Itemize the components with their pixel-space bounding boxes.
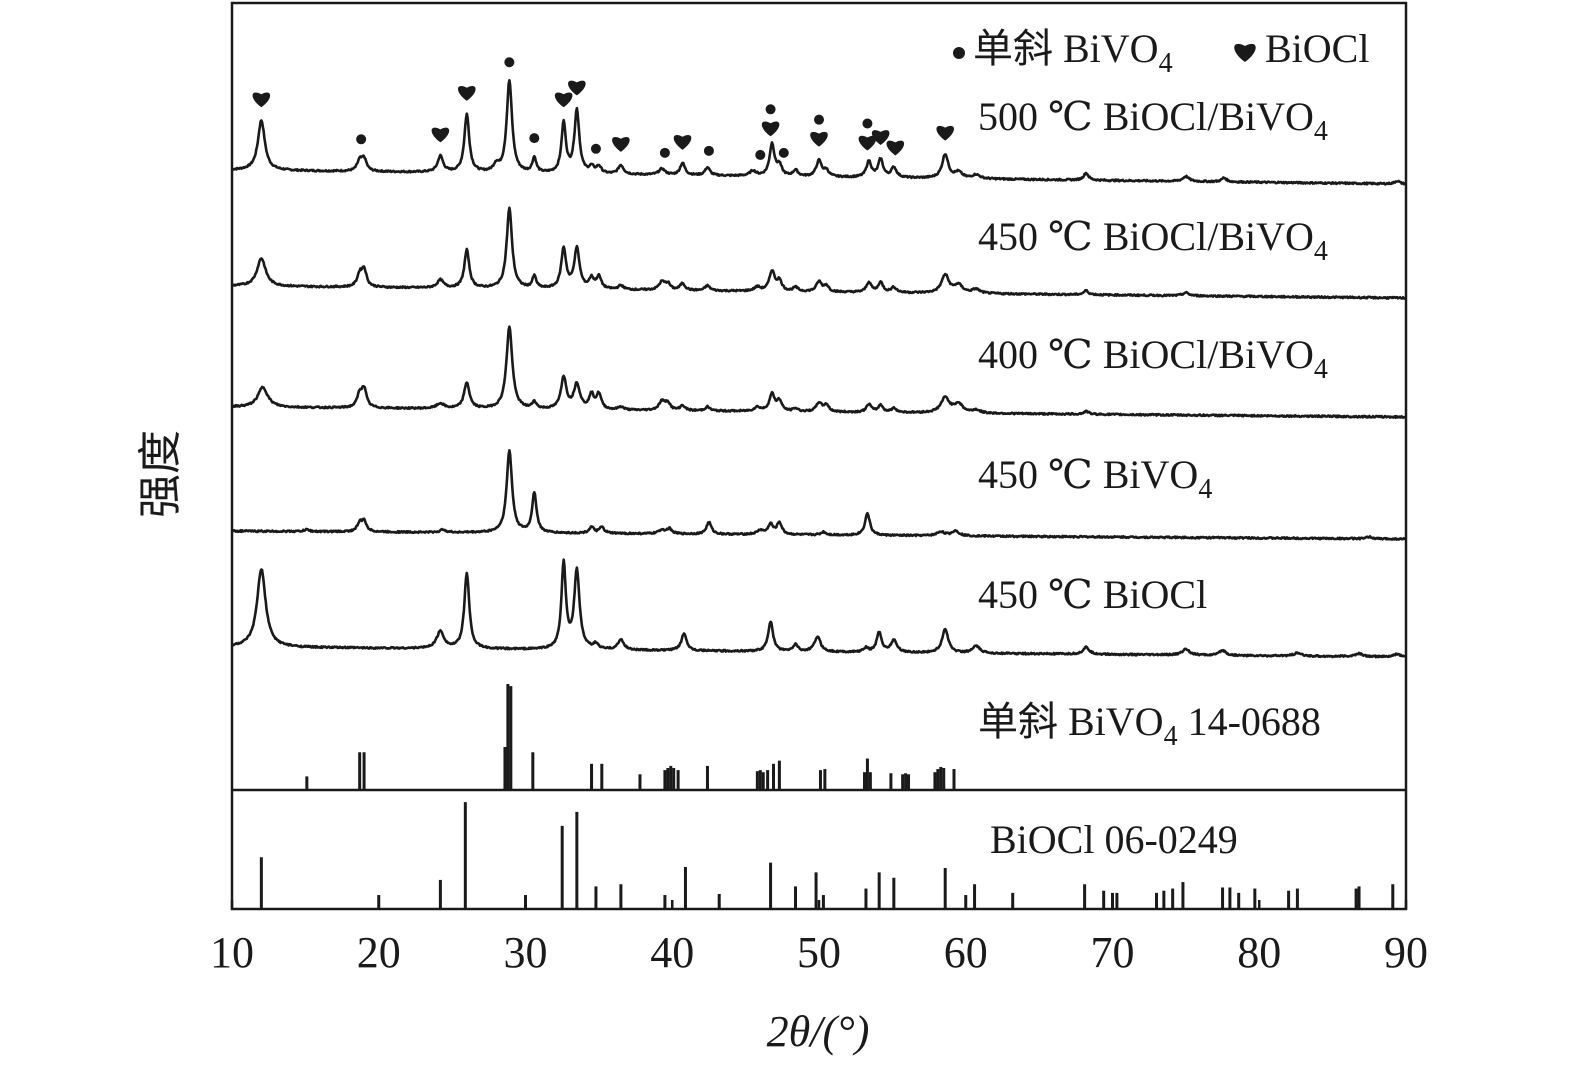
biocl-peak-marker bbox=[936, 125, 954, 141]
biocl-peak-marker bbox=[886, 140, 905, 156]
biocl-peak-marker bbox=[673, 135, 692, 150]
biocl-peak-marker bbox=[554, 92, 573, 108]
reference-label: BiOCl 06-0249 bbox=[990, 817, 1238, 862]
legend-entry-monoclinic-bivo4: 单斜 BiVO4 bbox=[973, 26, 1173, 79]
xrd-trace-line bbox=[231, 449, 1407, 541]
biocl-peak-marker bbox=[568, 80, 586, 96]
bivo4-peak-marker bbox=[778, 147, 789, 158]
legend: 单斜 BiVO4 BiOCl bbox=[953, 26, 1369, 79]
x-tick-label: 70 bbox=[1091, 928, 1135, 977]
bivo4-peak-marker bbox=[703, 145, 714, 156]
x-tick-label: 20 bbox=[357, 928, 401, 977]
biocl-peak-marker bbox=[810, 131, 828, 147]
x-axis-title: 2θ/(°) bbox=[767, 1007, 870, 1056]
peak-markers bbox=[252, 57, 954, 160]
biocl-peak-marker bbox=[612, 137, 630, 152]
y-axis-title: 强度 bbox=[136, 430, 185, 518]
xrd-trace-line bbox=[231, 79, 1407, 186]
reference-patterns: 单斜 BiVO4 14-0688 BiOCl 06-0249 bbox=[259, 684, 1395, 908]
biocl-peak-marker bbox=[871, 130, 890, 145]
series-label: 400 ℃ BiOCl/BiVO4 bbox=[978, 332, 1328, 385]
x-tick-label: 80 bbox=[1237, 928, 1281, 977]
x-tick-label: 60 bbox=[944, 928, 988, 977]
legend-entry-biocl: BiOCl bbox=[1265, 26, 1369, 71]
xrd-trace-line bbox=[231, 325, 1407, 419]
xrd-trace-line bbox=[231, 206, 1407, 300]
series-label: 450 ℃ BiOCl bbox=[978, 572, 1207, 617]
bivo4-peak-marker bbox=[659, 147, 670, 158]
series-label: 500 ℃ BiOCl/BiVO4 bbox=[978, 94, 1328, 147]
bivo4-peak-marker bbox=[590, 143, 601, 154]
x-tick-label: 30 bbox=[504, 928, 548, 977]
x-tick-label: 10 bbox=[210, 928, 254, 977]
x-tick-label: 40 bbox=[650, 928, 694, 977]
legend-dot-marker bbox=[953, 47, 965, 59]
bivo4-peak-marker bbox=[862, 118, 873, 129]
bivo4-peak-marker bbox=[504, 57, 515, 68]
series-label: 450 ℃ BiVO4 bbox=[978, 452, 1212, 505]
x-tick-label: 90 bbox=[1384, 928, 1428, 977]
biocl-peak-marker bbox=[252, 92, 271, 108]
legend-heart-marker bbox=[1234, 43, 1256, 62]
x-tick-label: 50 bbox=[797, 928, 841, 977]
x-axis: 10 20 30 40 50 60 70 80 90 bbox=[210, 900, 1428, 977]
biocl-peak-marker bbox=[431, 127, 450, 143]
bivo4-peak-marker bbox=[356, 134, 367, 145]
series-label: 450 ℃ BiOCl/BiVO4 bbox=[978, 214, 1328, 267]
bivo4-peak-marker bbox=[529, 133, 540, 144]
biocl-peak-marker bbox=[858, 135, 877, 151]
bivo4-peak-marker bbox=[755, 149, 766, 160]
xrd-trace-line bbox=[231, 558, 1407, 659]
series-labels: 500 ℃ BiOCl/BiVO4 450 ℃ BiOCl/BiVO4 400 ℃ … bbox=[978, 94, 1328, 617]
reference-label: 单斜 BiVO4 14-0688 bbox=[978, 699, 1321, 752]
biocl-peak-marker bbox=[761, 121, 780, 137]
biocl-peak-marker bbox=[458, 85, 476, 101]
bivo4-peak-marker bbox=[814, 114, 824, 125]
xrd-traces bbox=[231, 79, 1407, 659]
bivo4-peak-marker bbox=[765, 104, 776, 115]
